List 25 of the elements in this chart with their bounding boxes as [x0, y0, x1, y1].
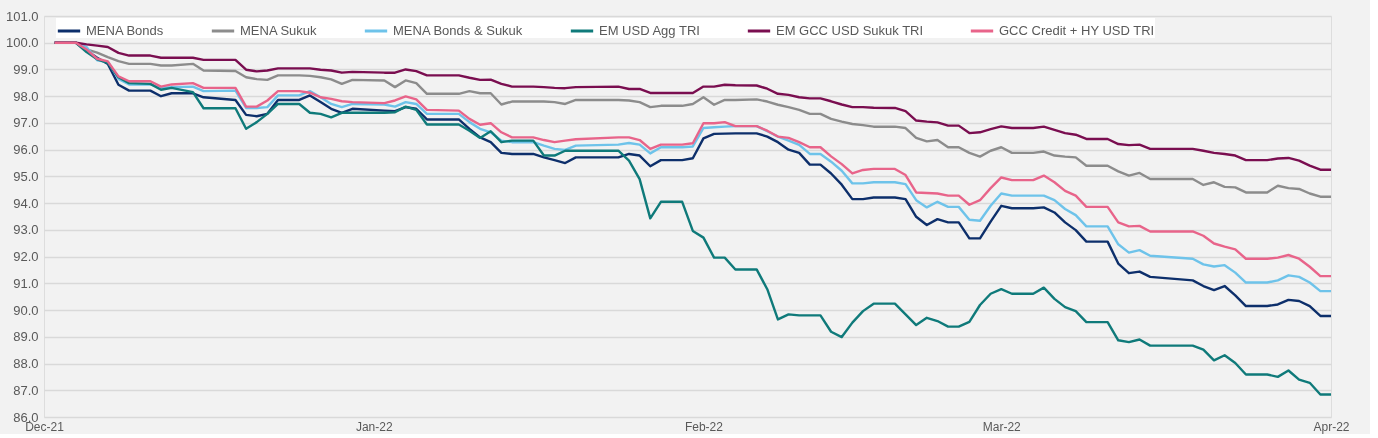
legend-label: MENA Bonds — [86, 23, 164, 38]
x-tick-label: Jan-22 — [355, 419, 393, 434]
y-tick-label: 100.0 — [5, 35, 39, 51]
y-tick-label: 91.0 — [13, 275, 39, 291]
y-tick-label: 89.0 — [13, 329, 39, 345]
y-tick-label: 95.0 — [13, 168, 39, 184]
legend-label: GCC Credit + HY USD TRI — [999, 23, 1155, 38]
x-tick-label: Mar-22 — [982, 419, 1022, 434]
y-tick-label: 96.0 — [13, 142, 39, 158]
y-tick-label: 99.0 — [13, 61, 39, 77]
x-tick-label: Feb-22 — [684, 419, 724, 434]
legend-label: EM USD Agg TRI — [599, 23, 700, 38]
y-tick-label: 93.0 — [13, 222, 39, 238]
x-tick-label: Apr-22 — [1313, 419, 1350, 434]
y-tick-label: 98.0 — [13, 88, 39, 104]
y-tick-label: 94.0 — [13, 195, 39, 211]
y-tick-label: 101.0 — [5, 8, 39, 24]
y-tick-label: 97.0 — [13, 115, 39, 131]
y-tick-label: 87.0 — [13, 382, 39, 398]
y-tick-label: 88.0 — [13, 356, 39, 372]
legend-label: EM GCC USD Sukuk TRI — [776, 23, 924, 38]
legend-label: MENA Bonds & Sukuk — [393, 23, 523, 38]
legend-label: MENA Sukuk — [240, 23, 318, 38]
y-tick-label: 90.0 — [13, 302, 39, 318]
y-tick-label: 92.0 — [13, 249, 39, 265]
